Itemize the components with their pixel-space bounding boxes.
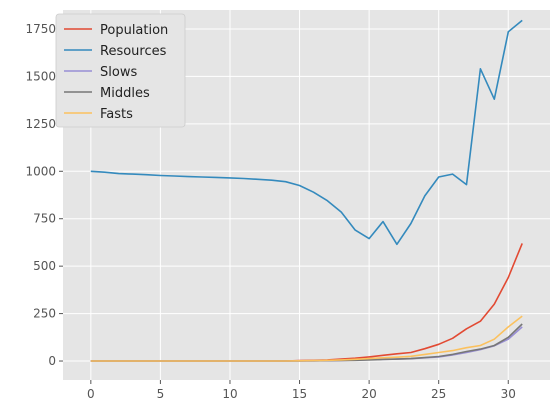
x-tick-label: 10 xyxy=(222,387,237,401)
series-lines xyxy=(90,19,523,362)
x-tick-label: 25 xyxy=(431,387,446,401)
x-tick-label: 20 xyxy=(361,387,376,401)
legend: Population Resources Slows Middles Fasts xyxy=(55,13,186,128)
legend-label-middles: Middles xyxy=(100,86,150,101)
y-tick-label: 1500 xyxy=(25,69,56,83)
x-tick-label: 30 xyxy=(501,387,516,401)
series-line-fasts xyxy=(90,315,523,362)
legend-box xyxy=(55,13,186,128)
y-tick-label: 1250 xyxy=(25,117,56,131)
x-tick-label: 0 xyxy=(87,387,95,401)
legend-label-resources: Resources xyxy=(100,44,167,59)
y-tick-label: 750 xyxy=(33,212,56,226)
y-tick-label: 500 xyxy=(33,259,56,273)
series-line-resources xyxy=(90,19,523,246)
x-tick-label: 15 xyxy=(292,387,307,401)
legend-label-slows: Slows xyxy=(100,65,137,80)
y-tick-label: 0 xyxy=(48,354,56,368)
y-tick-label: 250 xyxy=(33,307,56,321)
x-axis-ticks: 0 5 10 15 20 25 30 xyxy=(87,380,516,401)
y-tick-label: 1750 xyxy=(25,22,56,36)
legend-label-fasts: Fasts xyxy=(100,107,133,122)
y-tick-label: 1000 xyxy=(25,164,56,178)
y-axis-ticks: 0 250 500 750 1000 1250 1500 1750 xyxy=(25,22,63,368)
legend-label-population: Population xyxy=(100,23,168,38)
x-tick-label: 5 xyxy=(157,387,165,401)
